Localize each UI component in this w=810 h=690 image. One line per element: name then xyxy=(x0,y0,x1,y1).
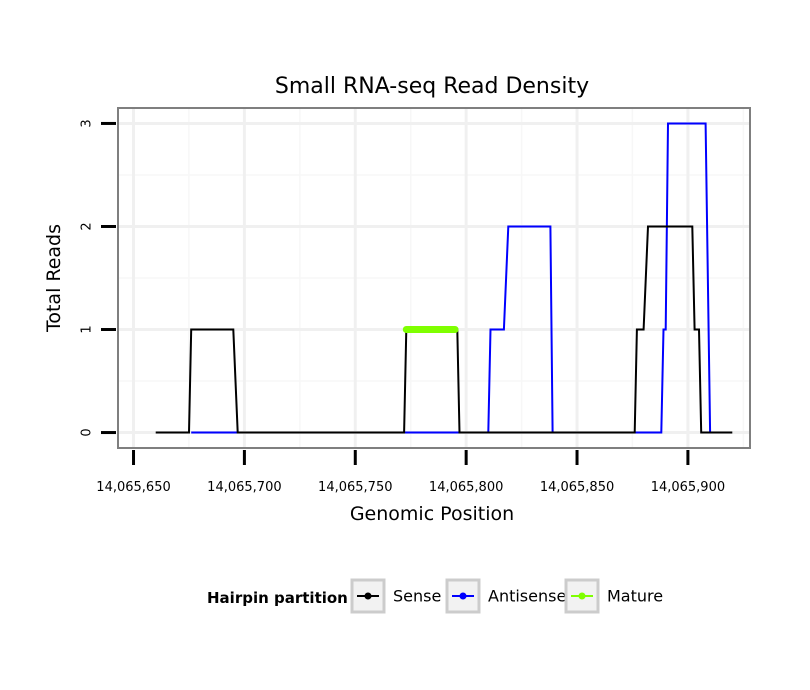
y-axis-title: Total Reads xyxy=(43,224,65,333)
legend-item-sense: Sense xyxy=(350,578,441,614)
x-tick-label: 14,065,750 xyxy=(318,480,392,495)
chart-title: Small RNA-seq Read Density xyxy=(275,74,589,99)
series-line-sense xyxy=(155,225,733,434)
y-tick-label: 3 xyxy=(80,119,95,127)
x-tick-label: 14,065,900 xyxy=(651,480,725,495)
y-axis: 0 1 2 3 xyxy=(80,119,116,437)
legend-label: Sense xyxy=(393,587,441,606)
legend-label: Antisense xyxy=(488,587,566,606)
y-tick-label: 0 xyxy=(80,428,95,436)
x-tick-label: 14,065,800 xyxy=(429,480,503,495)
x-tick-label: 14,065,700 xyxy=(207,480,281,495)
legend-item-mature: Mature xyxy=(564,578,663,614)
y-tick-label: 1 xyxy=(80,325,95,333)
series-layer xyxy=(155,122,733,434)
y-tick-label: 2 xyxy=(80,222,95,230)
minor-gridlines xyxy=(118,108,750,448)
legend: Hairpin partition Sense Antisense Mature xyxy=(207,578,663,614)
x-tick-label: 14,065,650 xyxy=(96,480,170,495)
x-tick-label: 14,065,850 xyxy=(540,480,614,495)
x-axis-title: Genomic Position xyxy=(350,503,514,525)
legend-key-point xyxy=(459,592,467,600)
legend-key-point xyxy=(364,592,372,600)
x-axis: 14,065,650 14,065,700 14,065,750 14,065,800… xyxy=(96,450,725,495)
legend-item-antisense: Antisense xyxy=(445,578,566,614)
legend-title: Hairpin partition xyxy=(207,589,348,607)
legend-label: Mature xyxy=(607,587,663,606)
legend-key-point xyxy=(578,592,586,600)
plot-panel-border xyxy=(117,107,751,449)
